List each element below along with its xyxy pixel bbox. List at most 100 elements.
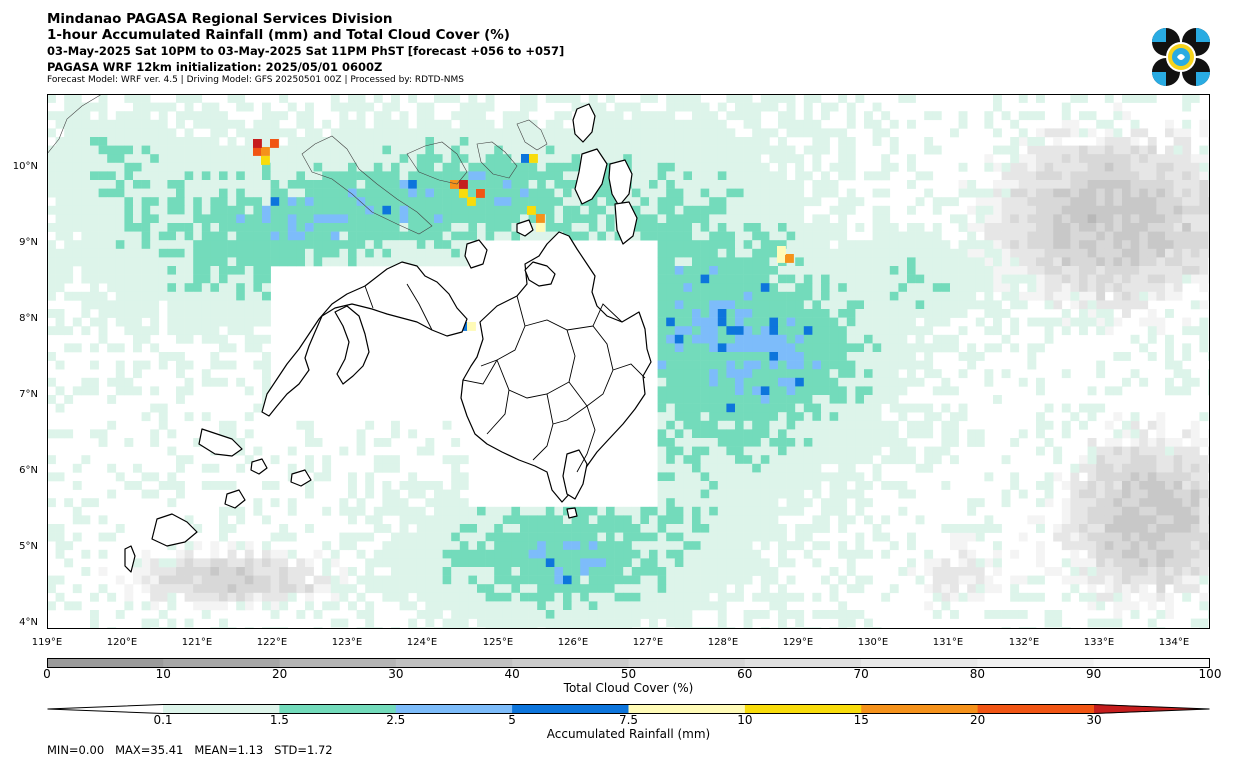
rain-cell [846, 567, 856, 576]
rain-cell [296, 154, 306, 164]
rain-cell [244, 137, 254, 146]
rain-cell [623, 506, 633, 516]
rain-cell [287, 231, 297, 241]
rain-cell [537, 601, 547, 611]
rain-cell [1147, 326, 1157, 336]
cloud-cell [1130, 205, 1140, 215]
rain-cell [735, 429, 744, 439]
rain-cell [356, 446, 366, 456]
rain-cell [158, 180, 168, 189]
rain-cell [115, 309, 125, 318]
cloud-cell [1061, 188, 1071, 198]
rain-cell [391, 248, 400, 258]
rain-cell [984, 472, 994, 482]
rain-cell [511, 532, 521, 542]
rain-cell [846, 515, 856, 525]
rain-cell [769, 154, 779, 164]
rain-cell [416, 506, 426, 516]
rain-cell [210, 128, 220, 138]
rain-cell [674, 481, 684, 490]
rain-cell [167, 180, 177, 189]
rain-cell [1199, 412, 1209, 422]
rain-cell [743, 481, 753, 490]
cloud-cell [1173, 205, 1183, 215]
rain-cell [494, 128, 504, 138]
rain-cell [786, 326, 796, 336]
rain-cell [915, 575, 925, 585]
rain-cell [812, 429, 822, 439]
rain-cell [554, 171, 564, 181]
cloud-cell [1079, 257, 1088, 267]
rain-cell [786, 481, 796, 490]
rain-cell [752, 154, 762, 164]
cloud-cell [993, 274, 1002, 284]
cloud-cell [984, 223, 994, 232]
rain-cell [769, 94, 779, 103]
rain-cell [348, 223, 357, 232]
cloud-cell [993, 584, 1002, 594]
rain-cell [236, 266, 246, 275]
rain-cell [184, 111, 194, 121]
rain-cell [795, 162, 805, 172]
cloud-cell [1122, 601, 1131, 611]
rain-cell [666, 429, 676, 439]
rain-cell [158, 274, 168, 284]
rain-cell [81, 300, 91, 310]
cloud-cell [1139, 171, 1149, 181]
rain-cell [803, 352, 813, 361]
cloud-cell [339, 567, 349, 576]
rain-cell [803, 343, 813, 353]
rain-cell [90, 377, 99, 387]
rain-cell [425, 197, 435, 207]
rain-cell [339, 145, 349, 155]
rain-cell [683, 472, 693, 482]
rain-cell [674, 377, 684, 387]
rain-cell [709, 395, 719, 404]
cloud-cell [1053, 240, 1063, 250]
cloud-cell [1061, 266, 1071, 275]
rain-cell [657, 489, 667, 499]
rain-cell [399, 162, 409, 172]
rain-cell [674, 223, 684, 232]
rain-cell [700, 171, 710, 181]
rain-cell [287, 240, 297, 250]
cloud-cell [1190, 248, 1200, 258]
rain-cell [640, 119, 650, 129]
rain-cell [348, 102, 357, 112]
rain-cell [821, 541, 830, 551]
cloud-cell [1087, 257, 1097, 267]
rain-cell [322, 541, 332, 551]
rain-cell [846, 257, 856, 267]
cloud-cell [1156, 412, 1166, 422]
rain-cell [554, 94, 564, 103]
rain-cell [606, 94, 615, 103]
cloud-cell [1190, 154, 1200, 164]
rain-cell [683, 300, 693, 310]
rain-cell [769, 575, 779, 585]
rain-cell [838, 326, 848, 336]
cloud-cell [1199, 592, 1209, 602]
rain-cell [373, 248, 383, 258]
rain-cell [227, 240, 237, 250]
cloud-cell [1165, 223, 1174, 232]
rain-cell [846, 171, 856, 181]
rain-cell [881, 309, 891, 318]
rain-cell [984, 188, 994, 198]
rain-cell [666, 455, 676, 465]
cloud-cell [219, 592, 228, 602]
rain-cell [915, 377, 925, 387]
rain-cell [133, 240, 142, 250]
rain-cell [391, 567, 400, 576]
rain-cell [752, 412, 762, 422]
rain-cell [838, 515, 848, 525]
cloud-cell [1165, 575, 1174, 585]
cloud-cell [1182, 162, 1192, 172]
rain-cell [133, 334, 142, 344]
rain-cell [64, 343, 74, 353]
rain-cell [889, 386, 899, 396]
rain-cell [692, 317, 701, 327]
rain-cell [236, 119, 246, 129]
rain-cell [262, 360, 271, 370]
rain-cell [133, 171, 142, 181]
cloud-cell [1070, 188, 1080, 198]
